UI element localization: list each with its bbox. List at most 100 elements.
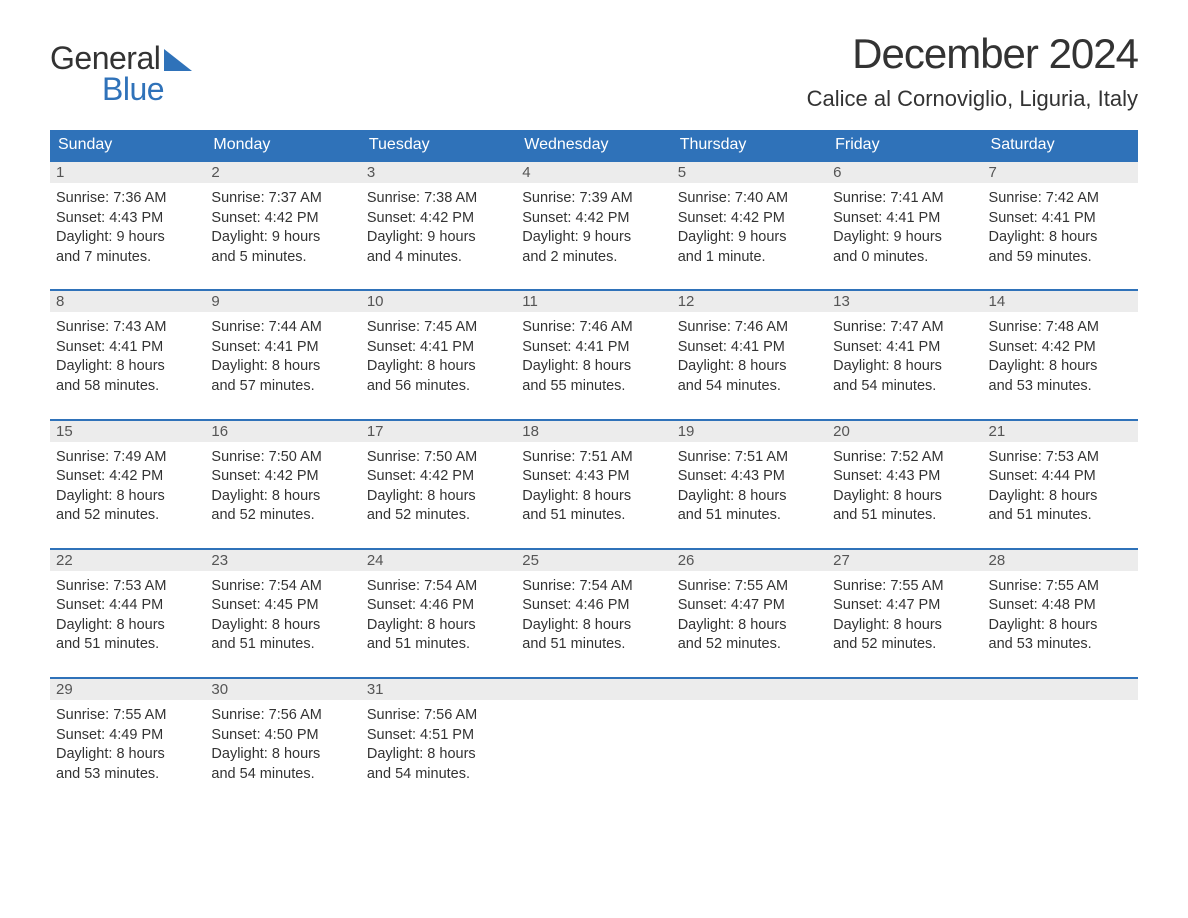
day1-line: Daylight: 9 hours (211, 228, 354, 248)
day1-line: Daylight: 8 hours (833, 357, 976, 377)
sunrise-line: Sunrise: 7:37 AM (211, 189, 354, 209)
day1-line: Daylight: 8 hours (367, 616, 510, 636)
day-number: 22 (50, 550, 205, 571)
sunrise-line: Sunrise: 7:49 AM (56, 448, 199, 468)
day1-line: Daylight: 9 hours (522, 228, 665, 248)
day-number: 31 (361, 679, 516, 700)
day-body: Sunrise: 7:46 AMSunset: 4:41 PMDaylight:… (672, 312, 827, 400)
day-body: Sunrise: 7:39 AMSunset: 4:42 PMDaylight:… (516, 183, 671, 271)
day1-line: Daylight: 8 hours (522, 357, 665, 377)
day1-line: Daylight: 8 hours (989, 228, 1132, 248)
day-body: Sunrise: 7:55 AMSunset: 4:47 PMDaylight:… (827, 571, 982, 659)
day-number: 8 (50, 291, 205, 312)
day2-line: and 55 minutes. (522, 377, 665, 397)
day-cell (827, 679, 982, 788)
day1-line: Daylight: 8 hours (833, 616, 976, 636)
day2-line: and 7 minutes. (56, 248, 199, 268)
month-title: December 2024 (807, 30, 1138, 78)
day-body: Sunrise: 7:54 AMSunset: 4:45 PMDaylight:… (205, 571, 360, 659)
day2-line: and 51 minutes. (367, 635, 510, 655)
day1-line: Daylight: 8 hours (989, 357, 1132, 377)
sunrise-line: Sunrise: 7:51 AM (678, 448, 821, 468)
sunrise-line: Sunrise: 7:39 AM (522, 189, 665, 209)
day-cell: 29Sunrise: 7:55 AMSunset: 4:49 PMDayligh… (50, 679, 205, 788)
day-number: 14 (983, 291, 1138, 312)
sunset-line: Sunset: 4:42 PM (211, 467, 354, 487)
day-body: Sunrise: 7:36 AMSunset: 4:43 PMDaylight:… (50, 183, 205, 271)
sunrise-line: Sunrise: 7:41 AM (833, 189, 976, 209)
day2-line: and 51 minutes. (678, 506, 821, 526)
day-number: 21 (983, 421, 1138, 442)
day-number (827, 679, 982, 700)
day-cell: 18Sunrise: 7:51 AMSunset: 4:43 PMDayligh… (516, 421, 671, 530)
day1-line: Daylight: 8 hours (678, 487, 821, 507)
day2-line: and 53 minutes. (56, 765, 199, 785)
day2-line: and 54 minutes. (211, 765, 354, 785)
day2-line: and 59 minutes. (989, 248, 1132, 268)
sunrise-line: Sunrise: 7:54 AM (522, 577, 665, 597)
day2-line: and 54 minutes. (833, 377, 976, 397)
day2-line: and 53 minutes. (989, 377, 1132, 397)
day1-line: Daylight: 8 hours (522, 616, 665, 636)
day2-line: and 56 minutes. (367, 377, 510, 397)
day1-line: Daylight: 8 hours (367, 745, 510, 765)
day-number: 29 (50, 679, 205, 700)
day-cell: 6Sunrise: 7:41 AMSunset: 4:41 PMDaylight… (827, 162, 982, 271)
day-cell: 17Sunrise: 7:50 AMSunset: 4:42 PMDayligh… (361, 421, 516, 530)
sunset-line: Sunset: 4:42 PM (211, 209, 354, 229)
day2-line: and 1 minute. (678, 248, 821, 268)
day-number: 19 (672, 421, 827, 442)
day1-line: Daylight: 9 hours (678, 228, 821, 248)
day-cell: 22Sunrise: 7:53 AMSunset: 4:44 PMDayligh… (50, 550, 205, 659)
day2-line: and 2 minutes. (522, 248, 665, 268)
day-cell: 20Sunrise: 7:52 AMSunset: 4:43 PMDayligh… (827, 421, 982, 530)
day-cell (516, 679, 671, 788)
sunset-line: Sunset: 4:43 PM (678, 467, 821, 487)
day-body: Sunrise: 7:43 AMSunset: 4:41 PMDaylight:… (50, 312, 205, 400)
day2-line: and 58 minutes. (56, 377, 199, 397)
sunset-line: Sunset: 4:41 PM (989, 209, 1132, 229)
day1-line: Daylight: 8 hours (367, 357, 510, 377)
sunrise-line: Sunrise: 7:56 AM (367, 706, 510, 726)
day-cell: 14Sunrise: 7:48 AMSunset: 4:42 PMDayligh… (983, 291, 1138, 400)
day-body: Sunrise: 7:42 AMSunset: 4:41 PMDaylight:… (983, 183, 1138, 271)
day-cell: 3Sunrise: 7:38 AMSunset: 4:42 PMDaylight… (361, 162, 516, 271)
day-number: 23 (205, 550, 360, 571)
col-friday: Friday (827, 130, 982, 160)
sunrise-line: Sunrise: 7:55 AM (833, 577, 976, 597)
day1-line: Daylight: 8 hours (211, 745, 354, 765)
sunrise-line: Sunrise: 7:38 AM (367, 189, 510, 209)
day1-line: Daylight: 8 hours (211, 616, 354, 636)
day-body: Sunrise: 7:46 AMSunset: 4:41 PMDaylight:… (516, 312, 671, 400)
day-cell: 27Sunrise: 7:55 AMSunset: 4:47 PMDayligh… (827, 550, 982, 659)
day-cell: 1Sunrise: 7:36 AMSunset: 4:43 PMDaylight… (50, 162, 205, 271)
sunset-line: Sunset: 4:41 PM (833, 209, 976, 229)
day-body: Sunrise: 7:52 AMSunset: 4:43 PMDaylight:… (827, 442, 982, 530)
day2-line: and 51 minutes. (522, 635, 665, 655)
col-sunday: Sunday (50, 130, 205, 160)
day1-line: Daylight: 8 hours (989, 487, 1132, 507)
day1-line: Daylight: 9 hours (833, 228, 976, 248)
day-number: 30 (205, 679, 360, 700)
day2-line: and 54 minutes. (367, 765, 510, 785)
day2-line: and 51 minutes. (56, 635, 199, 655)
col-wednesday: Wednesday (516, 130, 671, 160)
day2-line: and 4 minutes. (367, 248, 510, 268)
sunrise-line: Sunrise: 7:50 AM (211, 448, 354, 468)
day-number: 11 (516, 291, 671, 312)
day-cell: 30Sunrise: 7:56 AMSunset: 4:50 PMDayligh… (205, 679, 360, 788)
day1-line: Daylight: 8 hours (989, 616, 1132, 636)
day-body: Sunrise: 7:50 AMSunset: 4:42 PMDaylight:… (361, 442, 516, 530)
day1-line: Daylight: 8 hours (678, 357, 821, 377)
logo-word2: Blue (102, 71, 192, 108)
sunrise-line: Sunrise: 7:50 AM (367, 448, 510, 468)
week-row: 1Sunrise: 7:36 AMSunset: 4:43 PMDaylight… (50, 160, 1138, 271)
day2-line: and 5 minutes. (211, 248, 354, 268)
sunrise-line: Sunrise: 7:47 AM (833, 318, 976, 338)
sunset-line: Sunset: 4:48 PM (989, 596, 1132, 616)
day1-line: Daylight: 8 hours (56, 745, 199, 765)
sunrise-line: Sunrise: 7:56 AM (211, 706, 354, 726)
day-cell (672, 679, 827, 788)
sunrise-line: Sunrise: 7:42 AM (989, 189, 1132, 209)
sunset-line: Sunset: 4:47 PM (678, 596, 821, 616)
